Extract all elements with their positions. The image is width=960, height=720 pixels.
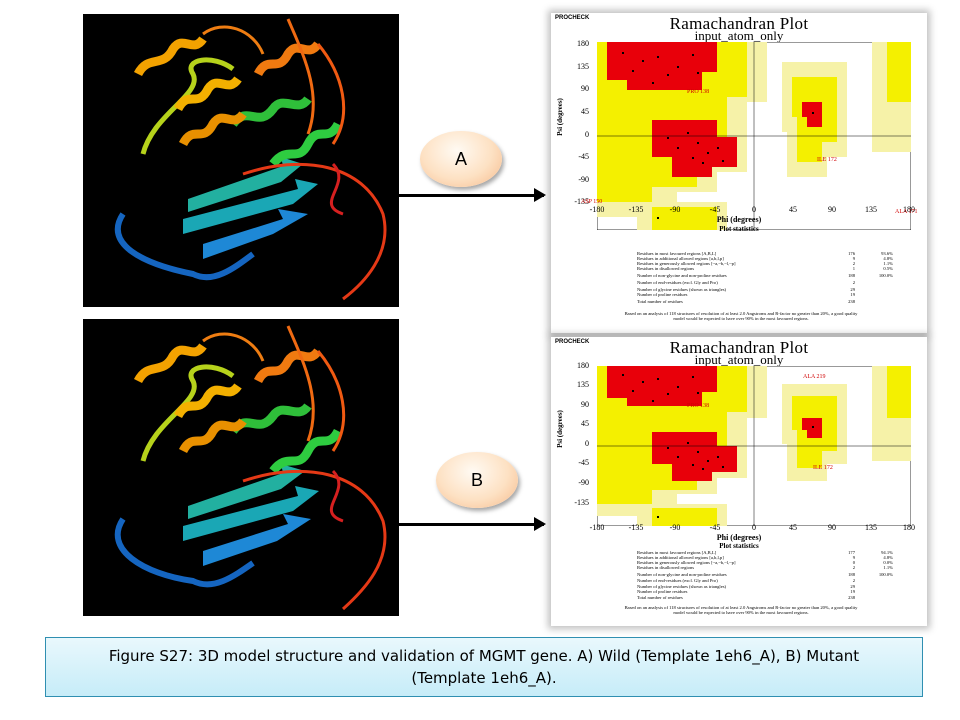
x-tick-label: -90: [669, 523, 681, 532]
stat-row: Number of proline residues 19: [637, 589, 855, 594]
x-axis-title: Phi (degrees): [716, 215, 762, 224]
stat-row: Number of end-residues (excl. Gly and Pr…: [637, 578, 855, 583]
y-tick-label: -135: [574, 197, 589, 206]
x-tick-label: -90: [669, 205, 681, 214]
y-tick-label: 45: [581, 419, 589, 428]
x-tick-label: 0: [752, 523, 756, 532]
figure-caption-text: Figure S27: 3D model structure and valid…: [108, 647, 860, 687]
stat-row: Residues in most favoured regions [A,B,L…: [637, 550, 893, 555]
x-tick-label: 135: [865, 205, 877, 214]
plot-statistics-title: Plot statistics: [719, 542, 759, 550]
stat-row: Number of glycine residues (shown as tri…: [637, 287, 855, 292]
y-axis-title: Psi (degrees): [555, 98, 564, 136]
stat-row: Number of end-residues (excl. Gly and Pr…: [637, 280, 855, 285]
plot-footnote: Based on an analysis of 118 structures o…: [624, 311, 858, 321]
plot-title: Ramachandran Plot: [669, 14, 809, 33]
stat-row: Number of glycine residues (shown as tri…: [637, 584, 855, 589]
y-tick-label: 135: [577, 380, 589, 389]
y-tick-label: -135: [574, 498, 589, 507]
plot-footnote: Based on an analysis of 118 structures o…: [624, 605, 858, 615]
stat-row: Residues in disallowed regions 2 1.1%: [637, 565, 893, 570]
residue-marker: PRO 138: [687, 403, 710, 409]
stat-row: Number of non-glycine and non-proline re…: [637, 572, 893, 577]
stat-row: Residues in disallowed regions 1 0.5%: [637, 266, 893, 271]
y-tick-label: 45: [581, 107, 589, 116]
y-tick-label: 0: [585, 439, 589, 448]
residue-marker: ALA 219: [803, 374, 826, 380]
y-tick-label: -90: [578, 478, 589, 487]
panel-a-label-button: A: [420, 131, 502, 187]
residue-marker: ILE 172: [813, 465, 833, 471]
y-tick-label: 180: [577, 361, 589, 370]
x-tick-label: -135: [628, 523, 644, 532]
y-tick-label: 135: [577, 62, 589, 71]
x-tick-label: 135: [865, 523, 877, 532]
procheck-label: PROCHECK: [555, 339, 590, 345]
y-tick-label: -45: [578, 458, 589, 467]
x-tick-label: -45: [709, 523, 721, 532]
stat-row: Residues in generously allowed regions […: [637, 261, 893, 266]
stat-row: Residues in most favoured regions [A,B,L…: [637, 251, 893, 256]
y-tick-label: 90: [581, 400, 589, 409]
ramachandran-plot-area: [597, 42, 911, 230]
stat-row: Number of proline residues 19: [637, 292, 855, 297]
plot-title: Ramachandran Plot: [669, 338, 809, 357]
ramachandran-plot-b: PROCHECK Ramachandran Plot input_atom_on…: [551, 337, 927, 626]
x-tick-label: 45: [789, 205, 797, 214]
x-tick-label: -135: [628, 205, 644, 214]
plot-subtitle: input_atom_only: [694, 352, 784, 367]
stat-row: Residues in additional allowed regions […: [637, 256, 893, 261]
ramachandran-plot-a: PROCHECK Ramachandran Plot input_atom_on…: [551, 13, 927, 333]
plot-statistics-title: Plot statistics: [719, 225, 759, 233]
protein-structure-image-a: [83, 14, 399, 307]
stat-row: Number of non-glycine and non-proline re…: [637, 273, 893, 278]
residue-marker: ALA 171: [895, 209, 918, 215]
procheck-label: PROCHECK: [555, 15, 590, 21]
x-tick-label: 180: [903, 523, 915, 532]
x-tick-label: 45: [789, 523, 797, 532]
stat-row: Total number of residues 238: [637, 595, 855, 600]
panel-b-label-button: B: [436, 452, 518, 508]
x-tick-label: -180: [589, 523, 605, 532]
residue-marker: ASP 150: [581, 199, 603, 205]
x-axis-title: Phi (degrees): [716, 533, 762, 542]
x-tick-label: -45: [709, 205, 721, 214]
y-tick-label: 180: [577, 39, 589, 48]
y-axis-title: Psi (degrees): [555, 410, 564, 448]
residue-marker: ILE 172: [817, 157, 837, 163]
x-tick-label: 90: [828, 523, 836, 532]
figure-caption: Figure S27: 3D model structure and valid…: [45, 637, 923, 697]
plot-subtitle: input_atom_only: [694, 28, 784, 43]
stat-row: Total number of residues 238: [637, 299, 855, 304]
y-tick-label: -45: [578, 152, 589, 161]
y-tick-label: 90: [581, 84, 589, 93]
residue-marker: PRO 138: [687, 89, 710, 95]
x-tick-label: 0: [752, 205, 756, 214]
arrow-right-icon: [398, 517, 546, 531]
ramachandran-plot-area: [597, 366, 911, 526]
y-tick-label: 0: [585, 130, 589, 139]
stat-row: Residues in generously allowed regions […: [637, 560, 893, 565]
y-tick-label: -90: [578, 175, 589, 184]
x-tick-label: -180: [589, 205, 605, 214]
stat-row: Residues in additional allowed regions […: [637, 555, 893, 560]
x-tick-label: 180: [903, 205, 915, 214]
protein-structure-image-b: [83, 319, 399, 616]
x-tick-label: 90: [828, 205, 836, 214]
arrow-right-icon: [398, 188, 546, 202]
